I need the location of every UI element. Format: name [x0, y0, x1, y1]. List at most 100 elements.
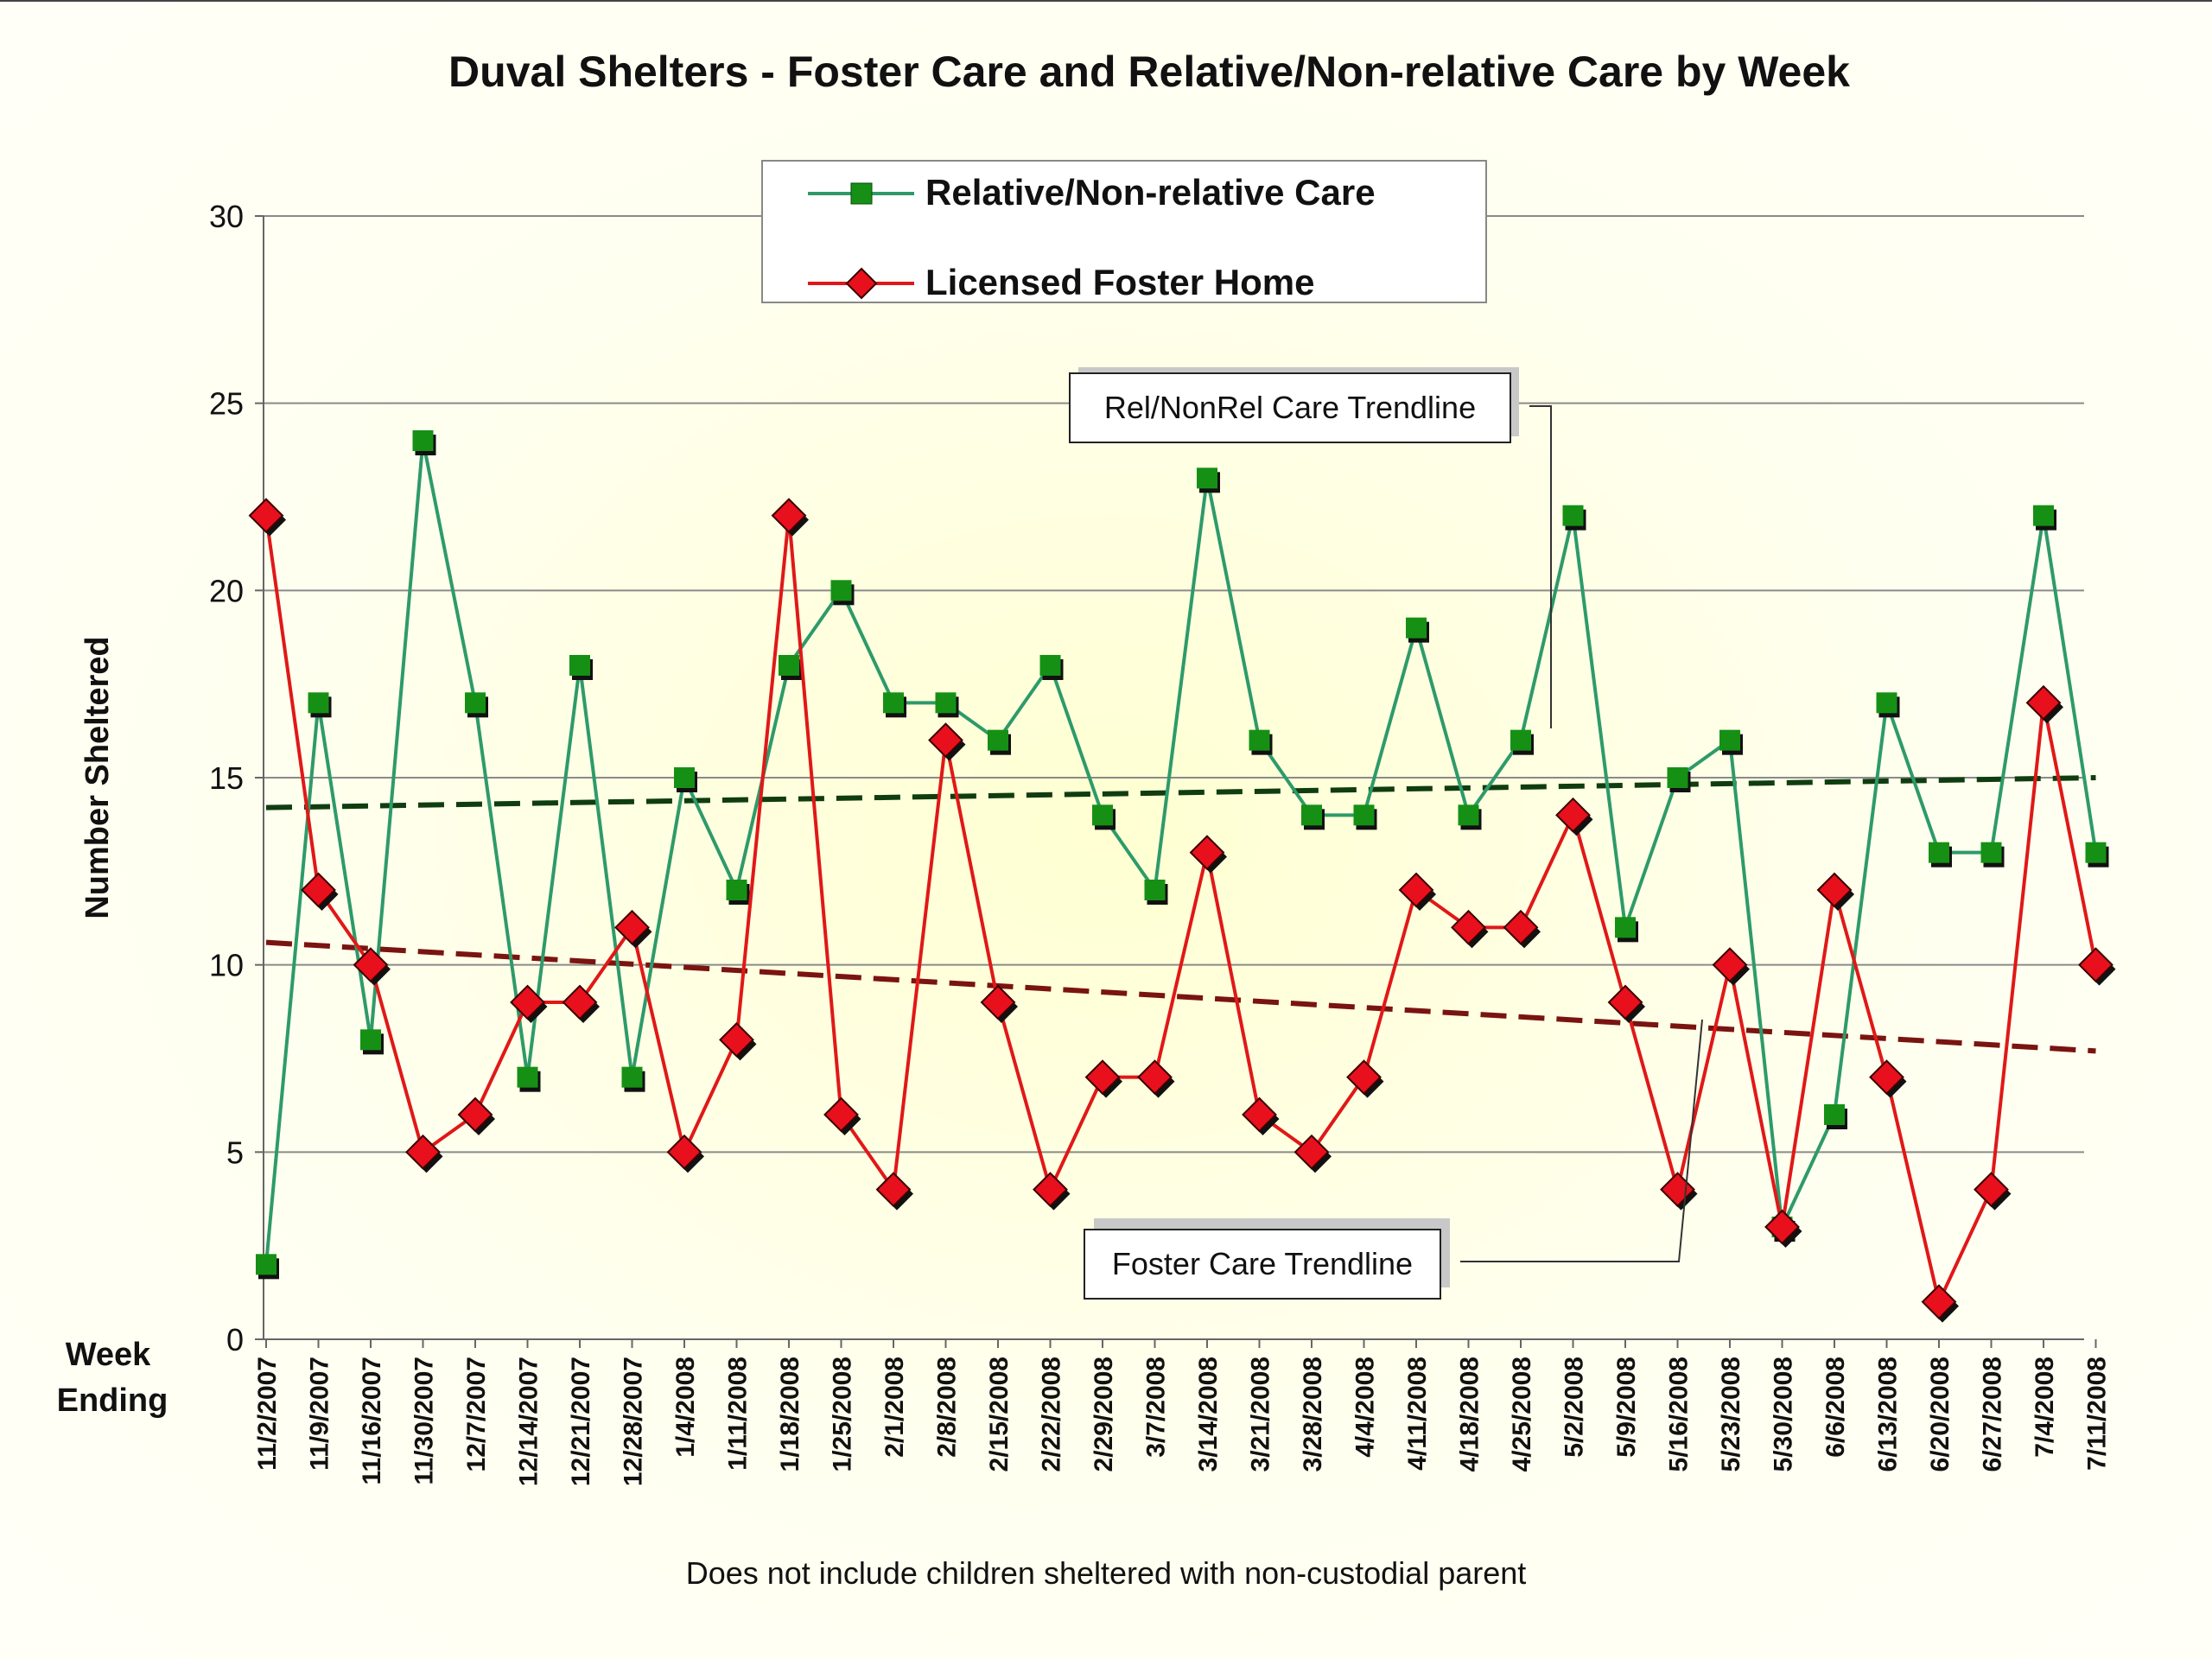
data-point — [1406, 617, 1427, 639]
data-point — [726, 880, 747, 900]
data-point — [928, 722, 963, 759]
x-tick-label: 12/21/2007 — [567, 1357, 595, 1486]
data-point — [830, 580, 852, 601]
data-point — [1346, 1059, 1382, 1096]
data-point — [1249, 729, 1270, 751]
data-point — [1921, 1284, 1957, 1320]
y-tick-label: 5 — [226, 1135, 244, 1170]
data-point — [1084, 1059, 1121, 1096]
x-tick-label: 11/9/2007 — [306, 1357, 334, 1471]
x-tick-label: 7/11/2008 — [2083, 1357, 2112, 1471]
data-point — [1555, 797, 1591, 833]
x-axis-label-line2: Ending — [57, 1382, 168, 1419]
data-point — [353, 947, 389, 983]
x-tick-label: 2/22/2008 — [1038, 1357, 1066, 1471]
data-point — [980, 984, 1016, 1020]
x-tick-label: 6/6/2008 — [1821, 1357, 1850, 1458]
data-point — [1980, 842, 2002, 863]
x-tick-label: 11/2/2007 — [253, 1357, 282, 1471]
data-point — [823, 1096, 859, 1133]
data-point — [562, 984, 598, 1020]
data-point — [1144, 880, 1166, 900]
callout-text: Foster Care Trendline — [1112, 1246, 1413, 1281]
x-tick-label: 11/16/2007 — [358, 1357, 386, 1485]
data-point — [465, 692, 486, 714]
x-tick-label: 5/23/2008 — [1717, 1357, 1745, 1471]
x-tick-label: 4/18/2008 — [1456, 1357, 1484, 1471]
x-tick-label: 12/7/2007 — [462, 1357, 491, 1471]
x-tick-label: 5/16/2008 — [1665, 1357, 1694, 1471]
x-tick-label: 6/13/2008 — [1874, 1357, 1903, 1471]
x-tick-label: 11/30/2007 — [410, 1357, 439, 1485]
x-tick-label: 3/28/2008 — [1299, 1357, 1327, 1471]
data-point — [1137, 1059, 1173, 1096]
data-point — [1667, 767, 1688, 788]
series-line — [264, 439, 2098, 1265]
data-point — [1353, 804, 1375, 826]
data-point — [1398, 872, 1434, 908]
x-tick-label: 1/25/2008 — [829, 1357, 857, 1471]
data-point — [1712, 947, 1748, 983]
x-tick-label: 2/1/2008 — [880, 1357, 909, 1458]
y-tick-label: 25 — [209, 386, 244, 422]
series-layer — [248, 430, 2116, 1323]
data-point — [1615, 917, 1636, 938]
data-point — [935, 692, 957, 714]
callout-text: Rel/NonRel Care Trendline — [1104, 390, 1476, 425]
legend-marker-relative — [850, 182, 873, 205]
callout-leader — [1460, 1019, 1703, 1262]
data-point — [517, 1066, 538, 1088]
data-point — [1092, 804, 1113, 826]
data-point — [883, 692, 904, 714]
data-point — [2078, 947, 2113, 983]
data-point — [248, 498, 284, 534]
data-point — [1929, 842, 1949, 863]
data-point — [2085, 842, 2107, 863]
data-point — [1242, 1096, 1277, 1133]
x-axis-label-line1: Week — [66, 1337, 151, 1373]
data-point — [360, 1029, 381, 1051]
data-point — [674, 767, 695, 788]
y-tick-label: 0 — [226, 1322, 244, 1357]
data-point — [1189, 835, 1225, 871]
data-point — [1719, 729, 1740, 751]
callout-leader — [1529, 405, 1552, 728]
x-tick-label: 12/14/2007 — [515, 1357, 543, 1486]
legend-label-foster: Licensed Foster Home — [925, 262, 1314, 302]
data-point — [1876, 692, 1897, 714]
y-axis-label: Number Sheltered — [79, 636, 116, 918]
data-point — [779, 655, 799, 676]
data-point — [412, 430, 434, 451]
data-point — [1451, 909, 1486, 945]
x-tick-label: 1/18/2008 — [776, 1357, 804, 1471]
data-point — [1824, 1104, 1845, 1125]
data-point — [621, 1066, 643, 1088]
data-point — [1197, 467, 1217, 489]
x-tick-label: 5/9/2008 — [1612, 1357, 1641, 1458]
x-tick-labels: 11/2/2007 11/9/2007 11/16/2007 11/30/2007 12… — [253, 1339, 2112, 1486]
legend-box — [761, 160, 1487, 303]
data-point — [457, 1096, 493, 1133]
x-tick-label: 1/11/2008 — [724, 1357, 753, 1471]
data-point — [1510, 729, 1531, 751]
trendline — [265, 939, 2096, 1054]
x-tick-label: 4/11/2008 — [1403, 1357, 1432, 1471]
x-tick-label: 3/14/2008 — [1194, 1357, 1223, 1471]
data-point — [1974, 1172, 2009, 1208]
y-tick-labels: 0 5 10 15 20 25 30 — [209, 199, 244, 1357]
data-point — [1869, 1059, 1904, 1096]
x-tick-label: 4/4/2008 — [1351, 1357, 1380, 1458]
x-tick-label: 5/2/2008 — [1560, 1357, 1589, 1458]
data-point — [614, 909, 650, 945]
x-tick-label: 6/20/2008 — [1926, 1357, 1955, 1471]
y-tick-label: 10 — [209, 948, 244, 983]
data-point — [666, 1134, 702, 1170]
x-tick-label: 7/4/2008 — [2031, 1357, 2059, 1458]
x-tick-label: 2/8/2008 — [933, 1357, 962, 1458]
x-tick-label: 12/28/2007 — [620, 1357, 648, 1486]
x-tick-label: 6/27/2008 — [1979, 1357, 2007, 1471]
data-point — [875, 1172, 912, 1208]
x-tick-label: 1/4/2008 — [671, 1357, 700, 1458]
data-point — [2033, 505, 2054, 526]
